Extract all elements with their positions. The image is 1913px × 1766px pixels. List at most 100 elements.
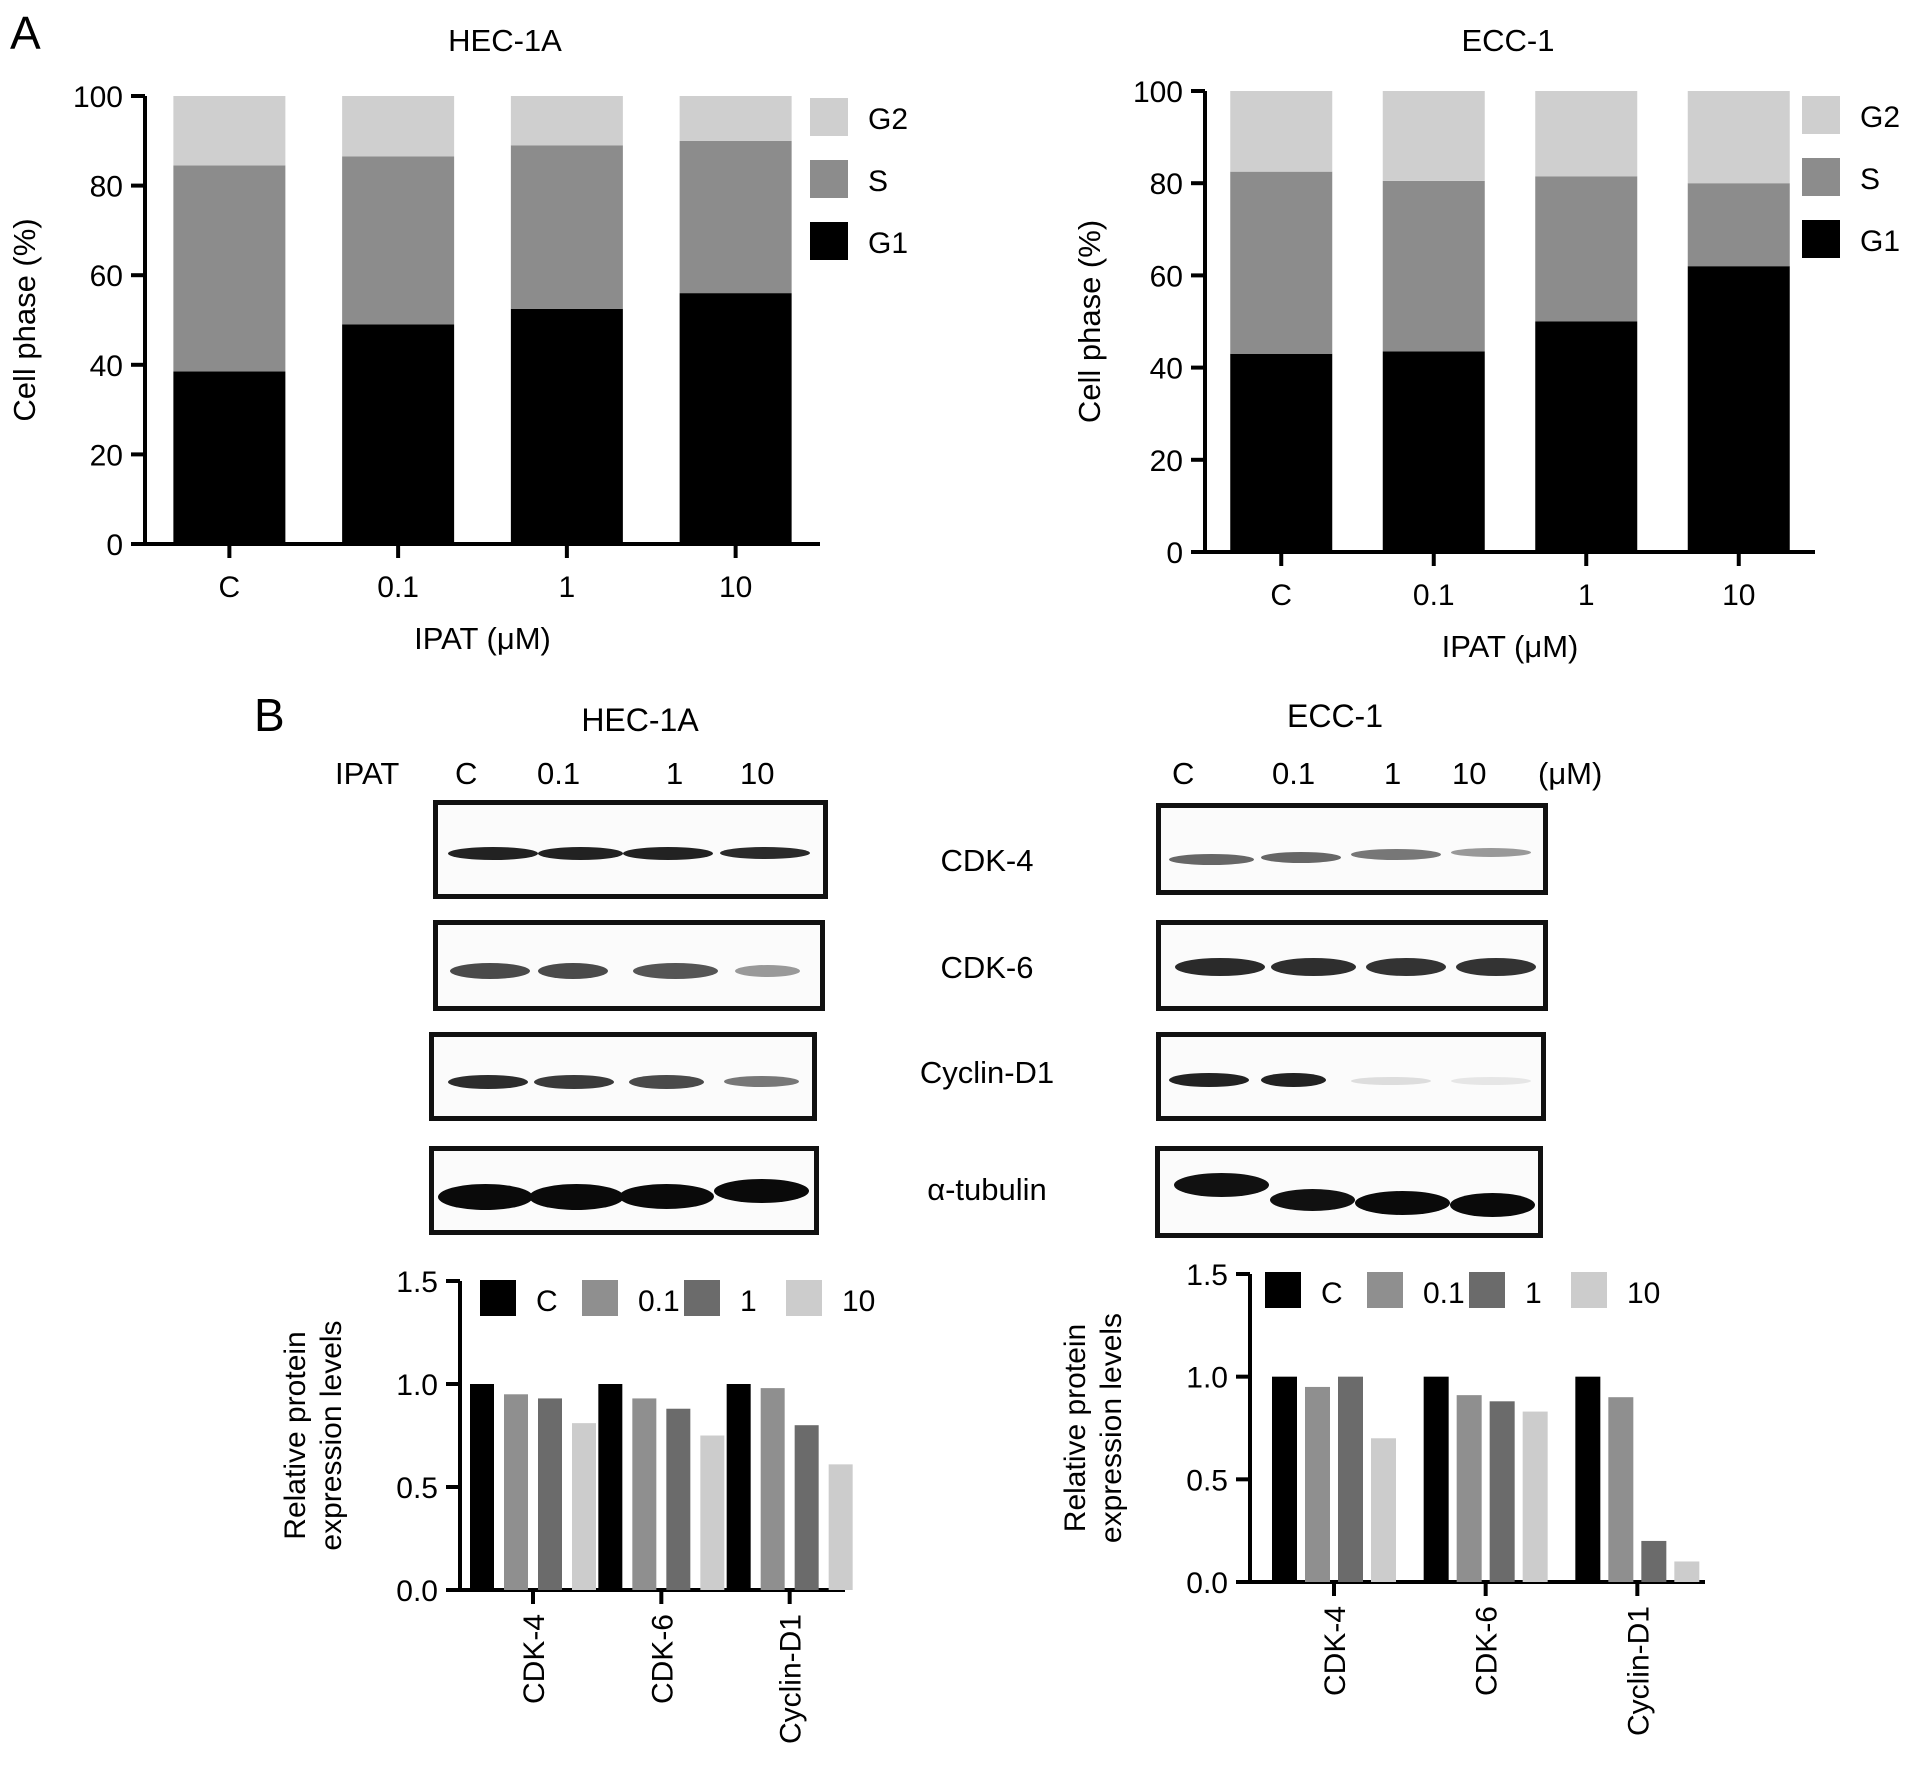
bar-s [342, 156, 455, 325]
blot-hec1a-cdk6 [433, 920, 825, 1011]
legend-label: 1 [1525, 1277, 1542, 1310]
x-tick-label: 10 [719, 571, 752, 604]
y-tick-label: 20 [1150, 445, 1183, 478]
bar-1 [794, 1425, 819, 1590]
x-tick-label: Cyclin-D1 [1622, 1606, 1655, 1736]
bar-g2 [1382, 91, 1485, 181]
x-tick-label: C [1270, 579, 1292, 612]
band [633, 963, 718, 979]
bar-10 [700, 1435, 725, 1590]
y-tick-label: 80 [90, 171, 123, 204]
right-lane-label: 0.1 [1272, 756, 1316, 791]
bar-s [1535, 176, 1638, 322]
legend-swatch-g2 [810, 98, 848, 136]
band [629, 1075, 704, 1089]
bar-s [173, 165, 286, 372]
y-tick-label: 1.5 [1186, 1259, 1228, 1292]
band [1451, 1077, 1531, 1085]
bar-C [470, 1384, 494, 1590]
hec1a-cell-phase-chart: HEC-1A 0 20 40 60 80 100 Cell phase (%) C 0.1 1 10 I… [7, 23, 908, 656]
bar-s [510, 145, 623, 309]
y-tick-label: 100 [73, 81, 123, 114]
panel-letter-a: A [10, 7, 41, 59]
legend-label: 1 [740, 1285, 757, 1318]
left-lane-label: 0.1 [537, 756, 581, 791]
bar-1 [1641, 1540, 1667, 1582]
band [1174, 1173, 1269, 1197]
band [1271, 958, 1356, 976]
x-tick-label: 1 [559, 571, 576, 604]
bar-g2 [1535, 91, 1638, 177]
y-axis-label: expression levels [1095, 1313, 1128, 1543]
legend-label: 0.1 [638, 1285, 680, 1318]
bar-C [1272, 1376, 1297, 1582]
left-lane-label: 10 [740, 756, 775, 791]
x-tick-label: C [219, 571, 241, 604]
blot-hec1a-cyclin-d1 [429, 1032, 817, 1121]
band [450, 963, 530, 979]
band [1270, 1189, 1355, 1211]
legend-label: G1 [868, 227, 908, 260]
left-lane-label: C [455, 756, 478, 791]
bar-g2 [1687, 91, 1790, 184]
legend-swatch [786, 1280, 822, 1316]
x-tick-label: 0.1 [377, 571, 419, 604]
band [1366, 958, 1446, 976]
bar-C [726, 1384, 751, 1590]
y-tick-label: 40 [1150, 353, 1183, 386]
legend-swatch-s [810, 160, 848, 198]
blot-ecc1-cdk6 [1156, 920, 1548, 1011]
bar-g2 [510, 96, 623, 146]
legend-swatch-s [1802, 158, 1840, 196]
x-tick-label: CDK-4 [1319, 1606, 1352, 1696]
bar-0-1 [1456, 1395, 1482, 1582]
bar-s [1230, 171, 1333, 354]
y-tick-label: 40 [90, 350, 123, 383]
bar-1 [666, 1408, 691, 1590]
right-lane-label: C [1172, 756, 1195, 791]
legend-label: G2 [1860, 101, 1900, 134]
band [1169, 1073, 1249, 1087]
legend-label: C [1321, 1277, 1343, 1310]
band [714, 1179, 809, 1203]
hec1a-protein-expression-chart: 0.0 0.5 1.0 1.5 Relative protein expression l… [279, 1266, 875, 1744]
y-tick-label: 60 [90, 260, 123, 293]
legend-swatch [1469, 1272, 1505, 1308]
chart-title: ECC-1 [1461, 23, 1554, 58]
bar-0-1 [504, 1394, 528, 1590]
bar-g1 [173, 371, 286, 544]
ecc1-cell-phase-chart: ECC-1 0 20 40 60 80 100 Cell phase (%) C 0.1 1 10 IP… [1072, 23, 1900, 664]
x-tick-label: 10 [1722, 579, 1755, 612]
band [1351, 849, 1441, 860]
y-tick-label: 0 [1166, 537, 1183, 570]
band [619, 1184, 714, 1209]
legend-swatch [480, 1280, 516, 1316]
protein-label-cdk4: CDK-4 [940, 843, 1034, 878]
panel-letter-b: B [254, 689, 285, 741]
y-tick-label: 0 [106, 529, 123, 562]
bar-g1 [1230, 353, 1333, 552]
bar-C [1575, 1376, 1601, 1582]
right-lane-label: 10 [1452, 756, 1487, 791]
legend-label: G1 [1860, 225, 1900, 258]
y-tick-label: 80 [1150, 168, 1183, 201]
blot-title-hec1a: HEC-1A [581, 702, 699, 738]
legend-label: 10 [842, 1285, 875, 1318]
x-tick-label: Cyclin-D1 [775, 1614, 808, 1744]
protein-label-cdk6: CDK-6 [940, 950, 1034, 985]
protein-label-alpha-tubulin: α-tubulin [927, 1172, 1047, 1207]
legend-swatch-g1 [1802, 220, 1840, 258]
blot-ecc1-alpha-tubulin [1155, 1146, 1543, 1238]
y-tick-label: 1.0 [1186, 1362, 1228, 1395]
legend-label: S [868, 165, 888, 198]
bar-s [1382, 180, 1485, 352]
band [448, 847, 538, 860]
bar-1 [1338, 1376, 1363, 1582]
band [1261, 852, 1341, 863]
legend-swatch-g2 [1802, 96, 1840, 134]
band [448, 1075, 528, 1089]
legend-label: C [536, 1285, 558, 1318]
band [1261, 1073, 1326, 1087]
y-tick-label: 1.0 [396, 1369, 438, 1402]
